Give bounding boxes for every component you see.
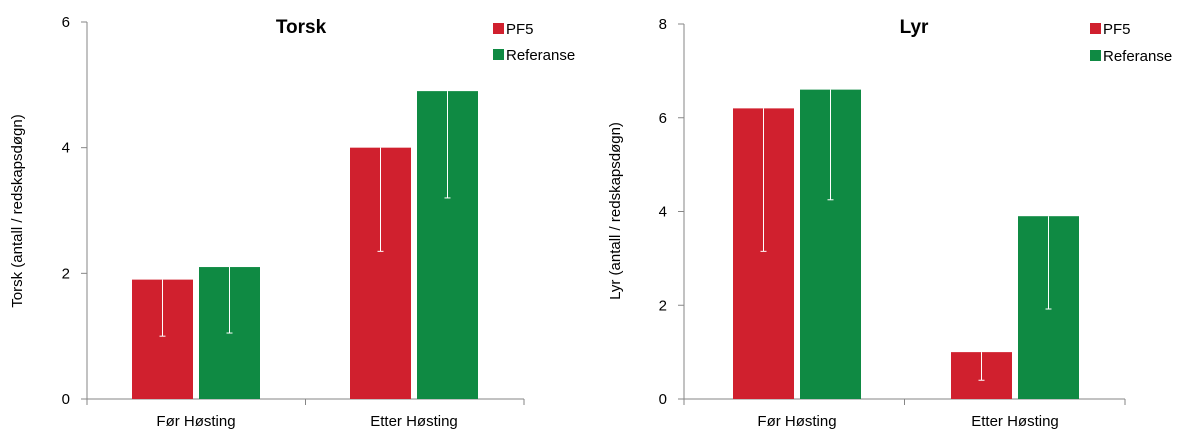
legend-swatch-referanse — [1090, 50, 1101, 61]
x-category-label: Før Høsting — [156, 413, 235, 430]
x-category-label: Etter Høsting — [370, 413, 458, 430]
legend-label-pf5: PF5 — [1103, 21, 1131, 38]
legend-swatch-referanse — [493, 49, 504, 60]
chart-panel-1: 0 2 4 6 Før Høsting Etter Høsting Torsk Torsk (… — [9, 14, 575, 430]
y-tick-label: 8 — [659, 16, 667, 33]
y-tick-label: 6 — [62, 14, 70, 31]
chart-panel-2: 0 2 4 6 8 Før Høsting Etter Høsting Lyr Lyr (ant… — [607, 16, 1172, 430]
y-tick-label: 6 — [659, 110, 667, 127]
y-tick-label: 2 — [659, 297, 667, 314]
y-axis-label: Torsk (antall / redskapsdøgn) — [9, 114, 26, 307]
legend-label-referanse: Referanse — [506, 47, 575, 64]
chart-title: Torsk — [276, 17, 327, 38]
legend-label-referanse: Referanse — [1103, 48, 1172, 65]
y-tick-label: 0 — [62, 391, 70, 408]
legend-label-pf5: PF5 — [506, 21, 534, 38]
y-tick-label: 4 — [659, 204, 667, 221]
y-tick-label: 2 — [62, 265, 70, 282]
chart-title: Lyr — [900, 17, 929, 38]
y-tick-label: 4 — [62, 140, 70, 157]
y-tick-label: 0 — [659, 391, 667, 408]
x-category-label: Før Høsting — [757, 413, 836, 430]
legend-swatch-pf5 — [493, 23, 504, 34]
x-category-label: Etter Høsting — [971, 413, 1059, 430]
legend-swatch-pf5 — [1090, 23, 1101, 34]
y-axis-label: Lyr (antall / redskapsdøgn) — [607, 122, 624, 300]
